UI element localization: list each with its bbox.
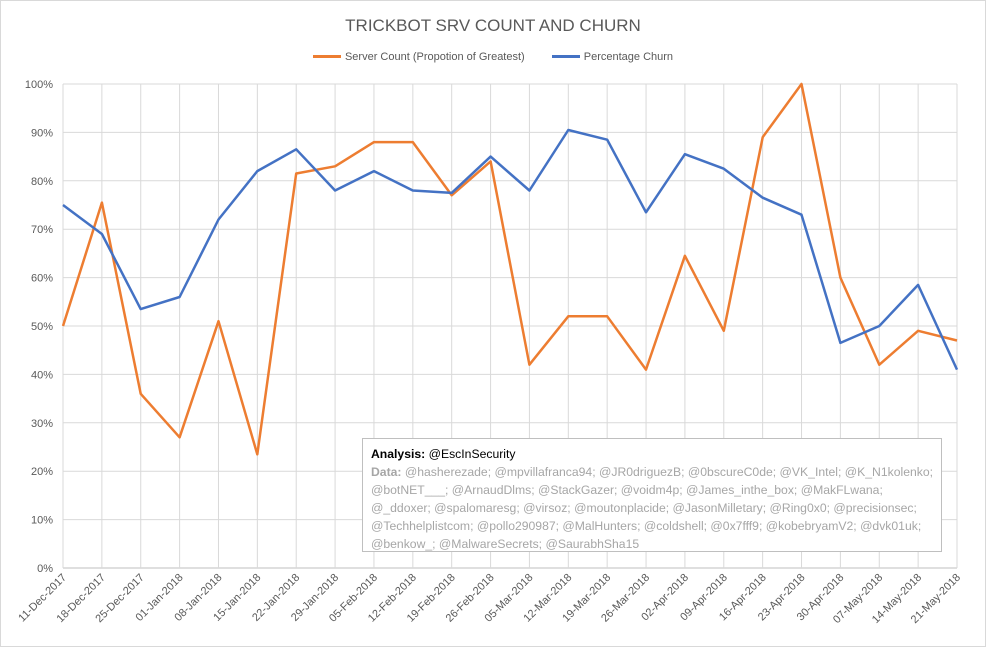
y-tick-label: 80% bbox=[31, 176, 53, 188]
series-line-percentage-churn bbox=[62, 128, 959, 371]
y-tick-label: 10% bbox=[31, 515, 53, 527]
y-tick-label: 70% bbox=[31, 224, 53, 236]
legend-label-server-count: Server Count (Propotion of Greatest) bbox=[344, 50, 525, 63]
analysis-label: Analysis: bbox=[371, 447, 426, 461]
analysis-credit: Analysis: @EscInSecurity bbox=[371, 445, 933, 463]
legend-label-percentage-churn: Percentage Churn bbox=[583, 50, 674, 63]
y-tick-label: 20% bbox=[31, 466, 53, 478]
x-axis-ticks: 11-Dec-201718-Dec-201725-Dec-201701-Jan-… bbox=[16, 572, 963, 626]
y-tick-label: 50% bbox=[31, 321, 53, 333]
data-text: @hasherezade; @mpvillafranca94; @JR0drig… bbox=[371, 465, 934, 551]
y-tick-label: 100% bbox=[25, 79, 53, 91]
data-credit: Data: @hasherezade; @mpvillafranca94; @J… bbox=[371, 463, 933, 553]
legend-item-server-count: Server Count (Propotion of Greatest) bbox=[312, 50, 525, 63]
y-tick-label: 40% bbox=[31, 369, 53, 381]
legend-swatch-server-count bbox=[312, 55, 341, 58]
attribution-box: Analysis: @EscInSecurity Data: @hasherez… bbox=[362, 438, 942, 552]
series-lines bbox=[61, 82, 959, 456]
y-tick-label: 60% bbox=[31, 273, 53, 285]
legend-item-percentage-churn: Percentage Churn bbox=[551, 50, 674, 63]
chart-title: TRICKBOT SRV COUNT AND CHURN bbox=[345, 16, 641, 35]
y-tick-label: 30% bbox=[31, 418, 53, 430]
data-label: Data: bbox=[371, 465, 402, 479]
series-line-server-count bbox=[61, 82, 958, 456]
legend-swatch-percentage-churn bbox=[551, 55, 580, 58]
chart-legend: Server Count (Propotion of Greatest) Per… bbox=[0, 49, 986, 63]
y-axis-ticks: 0% 10% 20% 30% 40% 50% 60% 70% 80% 90% 100% bbox=[25, 79, 53, 575]
y-tick-label: 90% bbox=[31, 127, 53, 139]
y-tick-label: 0% bbox=[37, 563, 53, 575]
analysis-text: @EscInSecurity bbox=[425, 447, 516, 461]
